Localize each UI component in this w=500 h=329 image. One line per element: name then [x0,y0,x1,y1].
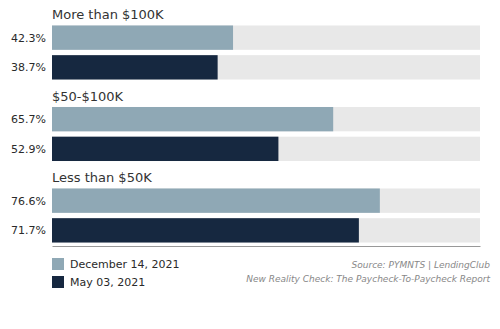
bar [52,107,333,131]
source-note: New Reality Check: The Paycheck-To-Paych… [246,274,490,284]
group-label: Less than $50K [52,170,152,185]
data-label: 52.9% [11,143,46,156]
bar [52,25,233,49]
legend-swatch [52,276,64,288]
bar [52,188,380,212]
labels: More than $100K 42.3% 38.7% $50-$100K 65.7% 5… [11,7,164,237]
data-label: 65.7% [11,113,46,126]
data-label: 42.3% [11,32,46,45]
legend-item: May 03, 2021 [52,276,145,289]
track [52,25,480,49]
bars [52,25,480,242]
track [52,107,480,131]
legend: December 14, 2021 May 03, 2021 [52,258,180,289]
data-label: 76.6% [11,195,46,208]
bar [52,55,218,79]
group-label: $50-$100K [52,89,124,104]
track [52,188,480,212]
x-axis [53,246,481,247]
legend-label: May 03, 2021 [70,276,145,289]
legend-item: December 14, 2021 [52,258,180,271]
x-axis-line [53,246,481,247]
data-label: 71.7% [11,224,46,237]
data-label: 38.7% [11,61,46,74]
track [52,137,480,161]
legend-label: December 14, 2021 [70,258,180,271]
source-note: Source: PYMNTS | LendingClub [352,260,491,270]
legend-swatch [52,258,64,270]
track [52,218,480,242]
group-label: More than $100K [52,7,164,22]
bar [52,137,278,161]
bar [52,218,359,242]
chart: More than $100K 42.3% 38.7% $50-$100K 65.7% 5… [0,0,500,329]
track [52,55,480,79]
